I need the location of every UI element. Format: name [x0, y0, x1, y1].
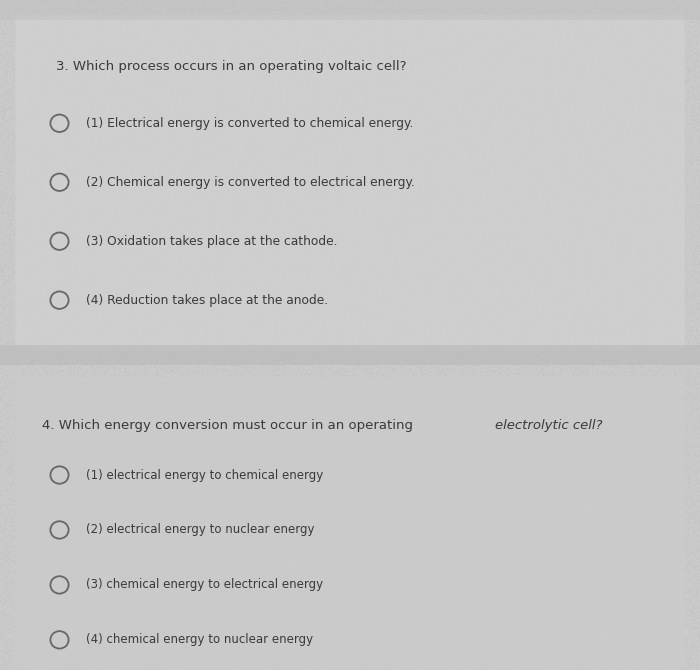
Text: (4) Reduction takes place at the anode.: (4) Reduction takes place at the anode. — [86, 293, 328, 307]
Text: (3) chemical energy to electrical energy: (3) chemical energy to electrical energy — [86, 578, 323, 592]
FancyBboxPatch shape — [15, 15, 685, 350]
Text: 3. Which process occurs in an operating voltaic cell?: 3. Which process occurs in an operating … — [56, 60, 407, 73]
Text: (4) chemical energy to nuclear energy: (4) chemical energy to nuclear energy — [86, 633, 313, 647]
Text: (1) Electrical energy is converted to chemical energy.: (1) Electrical energy is converted to ch… — [86, 117, 414, 130]
Text: (2) Chemical energy is converted to electrical energy.: (2) Chemical energy is converted to elec… — [86, 176, 415, 189]
Text: electrolytic cell?: electrolytic cell? — [496, 419, 603, 431]
Text: (1) electrical energy to chemical energy: (1) electrical energy to chemical energy — [86, 468, 323, 482]
Text: 4. Which energy conversion must occur in an operating: 4. Which energy conversion must occur in… — [42, 419, 417, 431]
Text: (2) electrical energy to nuclear energy: (2) electrical energy to nuclear energy — [86, 523, 314, 537]
Text: (3) Oxidation takes place at the cathode.: (3) Oxidation takes place at the cathode… — [86, 234, 337, 248]
FancyBboxPatch shape — [15, 377, 685, 669]
Bar — [0, 345, 700, 365]
Bar — [0, 0, 700, 20]
Text: 4. Which energy conversion must occur in an operating electrolytic cell?: 4. Which energy conversion must occur in… — [42, 419, 526, 431]
